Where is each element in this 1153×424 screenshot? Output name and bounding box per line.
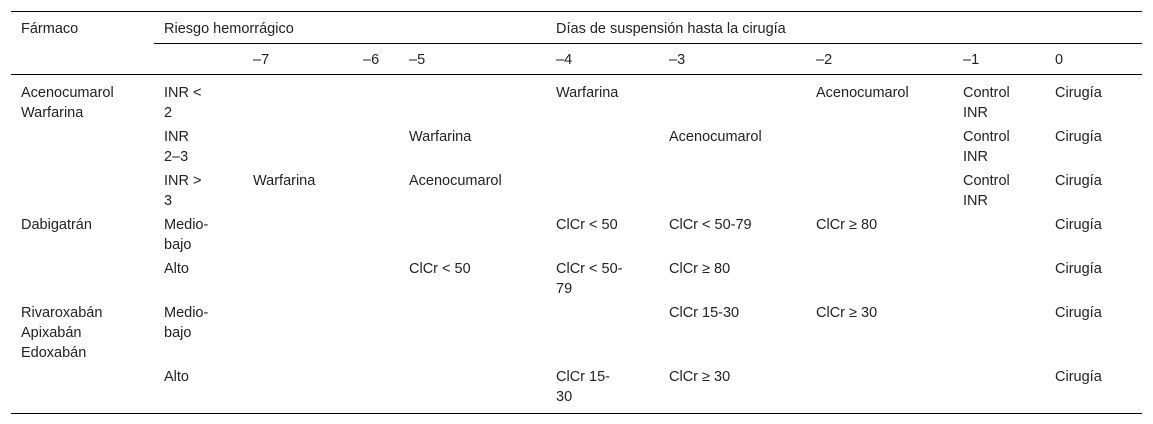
- day-cell: [659, 75, 806, 124]
- table-container: Fármaco Riesgo hemorrágico Días de suspe…: [11, 11, 1143, 414]
- day-cell: [399, 75, 546, 124]
- header-day: –2: [806, 43, 954, 75]
- day-cell: Acenocumarol: [816, 85, 909, 101]
- day-cell: [243, 75, 353, 124]
- header-days: Días de suspensión hasta la cirugía: [546, 11, 1143, 44]
- drug-cell: [11, 363, 154, 414]
- table-row: INR >3 Warfarina Acenocumarol Control INR Cir…: [11, 167, 1142, 211]
- risk-cell: Medio-bajo: [164, 217, 209, 253]
- day-cell: [806, 255, 953, 299]
- day-cell: [243, 363, 353, 414]
- header-day: 0: [1045, 43, 1143, 75]
- day-cell: ClCr 15-30: [669, 305, 740, 321]
- day-cell: [806, 123, 953, 167]
- day-cell: [353, 211, 399, 255]
- day-cell: ClCr ≥ 30: [816, 305, 878, 321]
- day-cell: [953, 255, 1045, 299]
- day-cell: ClCr < 50: [556, 217, 618, 233]
- day-cell: Cirugía: [1045, 363, 1143, 414]
- day-cell: Cirugía: [1055, 217, 1102, 233]
- day-cell: ClCr < 50: [409, 261, 471, 277]
- day-cell: Warfarina: [556, 85, 619, 101]
- day-cell: [243, 123, 353, 167]
- day-cell: [353, 123, 399, 167]
- header-day: –6: [353, 43, 399, 75]
- day-cell: [546, 123, 659, 167]
- day-cell: [399, 211, 546, 255]
- risk-cell: Alto: [154, 363, 243, 414]
- day-cell: [546, 299, 659, 363]
- day-cell: Cirugía: [1055, 85, 1102, 101]
- risk-cell: INR <2: [164, 85, 202, 121]
- day-cell: ClCr ≥ 80: [816, 217, 878, 233]
- header-risk: Riesgo hemorrágico: [154, 11, 547, 44]
- day-cell: [953, 211, 1045, 255]
- drug-cell: Rivaroxabán Apixabán Edoxabán: [21, 305, 103, 361]
- day-cell: [399, 363, 547, 414]
- table-row: Dabigatrán Medio-bajo ClCr < 50 ClCr < 50-7…: [11, 211, 1142, 255]
- day-cell: ClCr 15-30: [546, 363, 660, 414]
- day-cell: Cirugía: [1055, 305, 1102, 321]
- header-drug: Fármaco: [11, 11, 154, 44]
- header-day: –4: [546, 43, 660, 75]
- risk-cell: INR >3: [164, 173, 202, 209]
- day-cell: [806, 363, 954, 414]
- table-row: Alto ClCr 15- 30 ClCr ≥ 30 Cirugía: [11, 363, 1143, 414]
- day-cell: Acenocumarol: [669, 129, 762, 145]
- day-cell: Warfarina: [409, 129, 472, 145]
- day-cell: [353, 75, 399, 124]
- day-cell: [353, 255, 399, 299]
- table-row: INR 2–3 Warfarina Acenocumarol Control INR Cir…: [11, 123, 1142, 167]
- day-cell: Control INR: [963, 173, 1010, 209]
- day-cell: Cirugía: [1055, 261, 1102, 277]
- day-cell: Cirugía: [1055, 129, 1102, 145]
- table-row: Rivaroxabán Apixabán Edoxabán Medio-bajo ClC…: [11, 299, 1142, 363]
- risk-cell: Medio-bajo: [164, 305, 209, 341]
- day-cell: Acenocumarol: [409, 173, 502, 189]
- day-cell: [806, 167, 953, 211]
- drug-cell: [11, 123, 154, 167]
- drug-cell: Dabigatrán: [21, 217, 92, 233]
- header-day: –5: [399, 43, 547, 75]
- day-cell: [353, 363, 399, 414]
- day-cell: [243, 255, 353, 299]
- drug-cell: [11, 255, 154, 299]
- day-cell: ClCr < 50-79: [669, 217, 752, 233]
- day-cell: [546, 167, 659, 211]
- day-cell: [243, 299, 353, 363]
- header-day: –1: [953, 43, 1046, 75]
- header-empty: [154, 43, 243, 75]
- day-cell: Control INR: [963, 129, 1010, 165]
- day-cell: [399, 299, 546, 363]
- table-row: Alto ClCr < 50 ClCr < 50- 79 ClCr ≥ 80 Cirugí…: [11, 255, 1142, 299]
- header-empty: [11, 43, 154, 75]
- drug-cell: [11, 167, 154, 211]
- table-row: Acenocumarol Warfarina INR <2 Warfarina Acen…: [11, 75, 1142, 124]
- day-cell: [353, 299, 399, 363]
- risk-cell: INR 2–3: [164, 129, 189, 165]
- anticoagulant-suspension-table: Fármaco Riesgo hemorrágico Días de suspe…: [11, 11, 1143, 414]
- day-cell: [953, 299, 1045, 363]
- day-cell: [659, 167, 806, 211]
- header-day: –7: [243, 43, 353, 75]
- day-cell: [353, 167, 399, 211]
- day-cell: ClCr ≥ 30: [659, 363, 807, 414]
- day-cell: [243, 211, 353, 255]
- risk-cell: Alto: [164, 261, 189, 277]
- day-cell: Cirugía: [1055, 173, 1102, 189]
- day-cell: Control INR: [963, 85, 1010, 121]
- day-cell: ClCr < 50-79: [556, 261, 623, 297]
- day-cell: ClCr ≥ 80: [669, 261, 731, 277]
- header-day: –3: [659, 43, 807, 75]
- day-cell: Warfarina: [253, 173, 316, 189]
- day-cell: [953, 363, 1046, 414]
- drug-cell: Acenocumarol Warfarina: [21, 85, 114, 121]
